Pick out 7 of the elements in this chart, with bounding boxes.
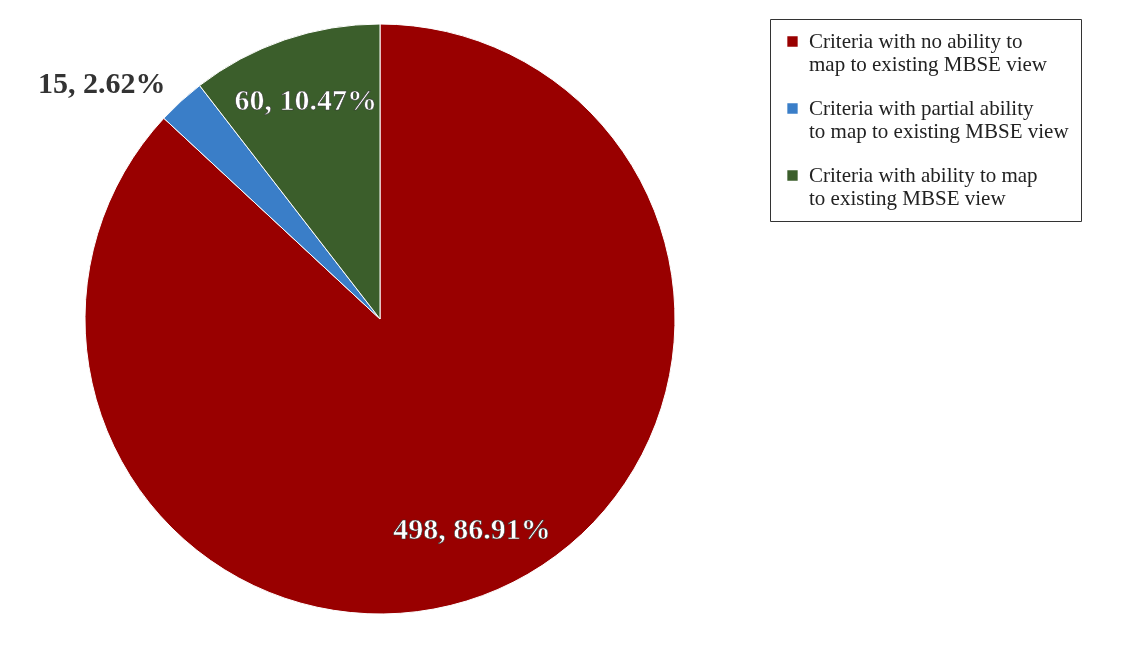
legend-label: Criteria with no ability to map to existing MBSE view (809, 28, 1048, 76)
data-label: 15, 2.62% (38, 66, 166, 100)
legend-label: Criteria with ability to map to existing MBSE view (809, 162, 1038, 210)
data-label: 498, 86.91% (393, 511, 551, 545)
legend-label: Criteria with partial ability to map to existing MBSE view (809, 95, 1070, 143)
data-label: 60, 10.47% (234, 83, 377, 117)
pie-slice (84, 23, 676, 615)
